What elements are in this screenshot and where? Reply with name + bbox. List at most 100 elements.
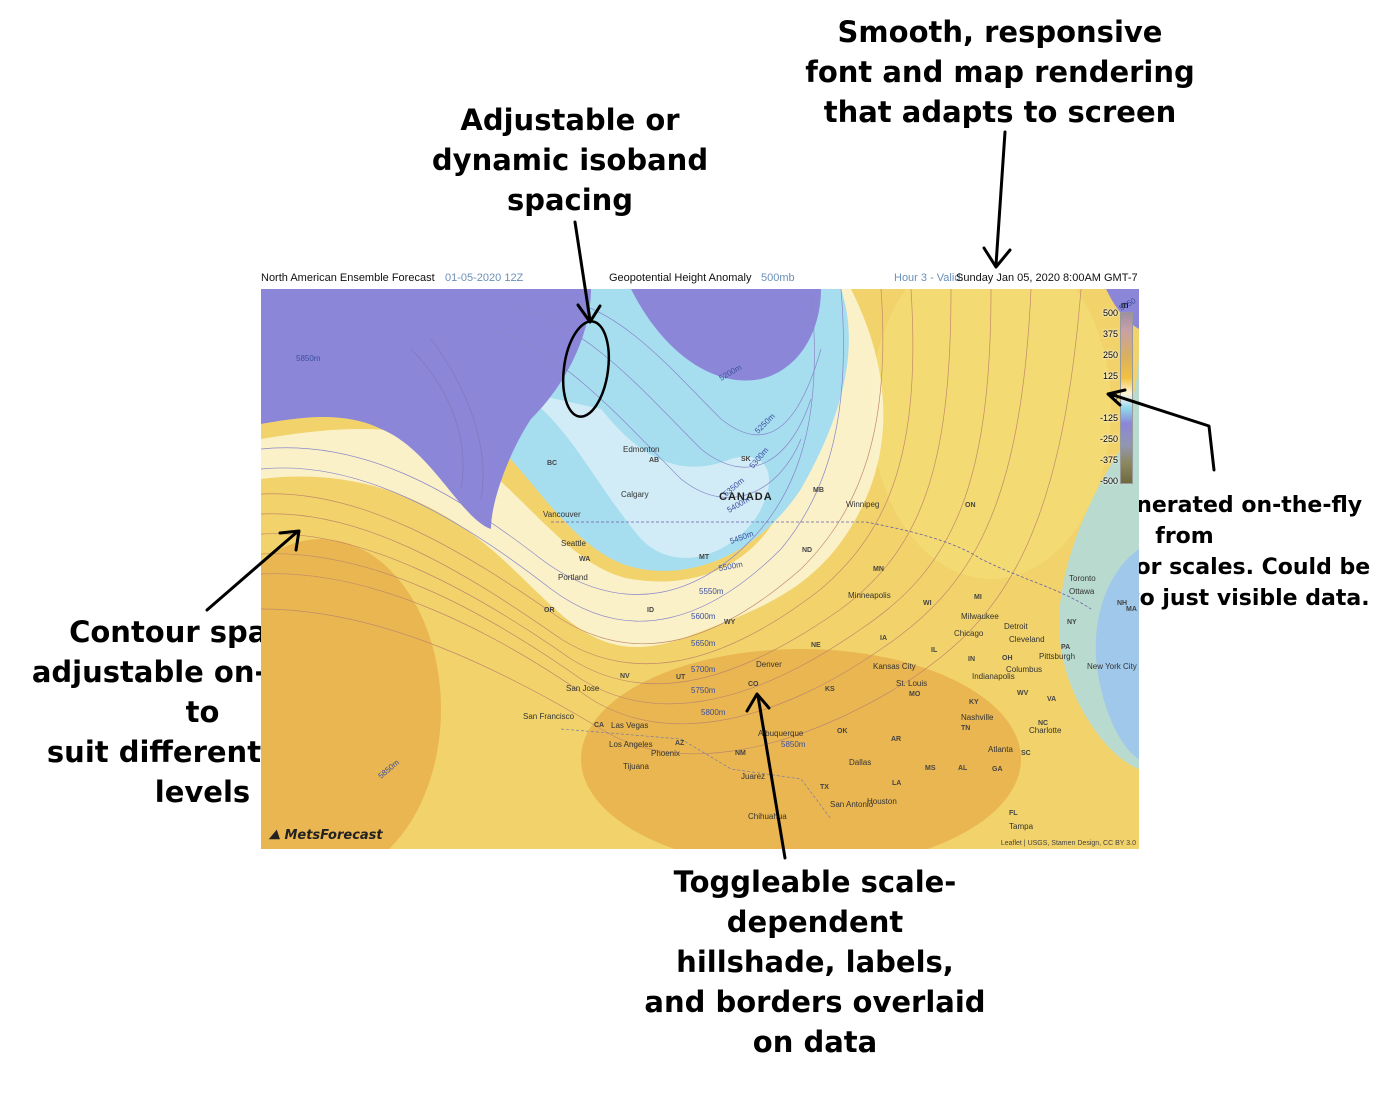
city-label: Denver: [756, 660, 782, 669]
region-label: WA: [579, 556, 590, 563]
legend-color-bar: [1120, 312, 1133, 484]
annotation-line: hillshade, labels,: [676, 945, 954, 979]
annotation-line: dependent: [726, 905, 904, 939]
anomaly-core-northeast: [871, 289, 1111, 579]
city-label: Columbus: [1006, 665, 1042, 674]
region-label: TN: [961, 725, 970, 732]
region-label: SK: [741, 456, 751, 463]
region-label: AR: [891, 736, 901, 743]
city-label: San Francisco: [523, 712, 575, 721]
color-legend: m 500 375 250 125 0 -125 -250 -375 -500: [1090, 300, 1133, 490]
forecast-hour: Hour 3 - Valid:: [894, 272, 964, 284]
region-label: ON: [965, 502, 976, 509]
contour-label: 5600m: [691, 612, 716, 621]
legend-tick: -125: [1099, 413, 1118, 423]
region-label: CA: [594, 722, 604, 729]
city-label: Dallas: [849, 758, 871, 767]
region-label: BC: [547, 460, 557, 467]
city-label: Atlanta: [988, 745, 1013, 754]
annotation-line: that adapts to screen: [823, 95, 1177, 129]
region-label: NY: [1067, 619, 1077, 626]
city-label: Minneapolis: [848, 591, 891, 600]
annotation-line: font and map rendering: [805, 55, 1195, 89]
legend-tick: 250: [1102, 350, 1118, 360]
region-label: MO: [909, 691, 921, 698]
annotation-line: Toggleable scale-: [673, 865, 957, 899]
region-label: KS: [825, 686, 835, 693]
map-view[interactable]: CANADA 5200m 5250m 5300m 5350m 5400m 545…: [261, 289, 1139, 849]
region-label: SC: [1021, 750, 1031, 757]
city-label: Nashville: [961, 713, 994, 722]
region-label: CO: [748, 681, 759, 688]
contour-label: 5850m: [296, 354, 321, 363]
region-label: KY: [969, 699, 979, 706]
city-label: Seattle: [561, 539, 586, 548]
city-label: Charlotte: [1029, 726, 1062, 735]
city-label: Chihuahua: [748, 812, 787, 821]
annotation-line: spacing: [506, 183, 634, 217]
contour-label: 5700m: [691, 665, 716, 674]
region-label: AL: [958, 765, 968, 772]
annotation-hillshade: Toggleable scale- dependent hillshade, l…: [640, 862, 990, 1062]
region-label: MA: [1126, 606, 1137, 613]
contour-label: 5850m: [781, 740, 806, 749]
legend-tick: 375: [1102, 329, 1118, 339]
city-label: Phoenix: [651, 749, 680, 758]
city-label: Portland: [558, 573, 588, 582]
region-label: UT: [676, 674, 686, 681]
region-label: VA: [1047, 696, 1056, 703]
map-canvas[interactable]: CANADA 5200m 5250m 5300m 5350m 5400m 545…: [261, 289, 1139, 849]
region-label: NM: [735, 750, 746, 757]
city-label: Albuquerque: [758, 729, 804, 738]
region-label: MN: [873, 566, 884, 573]
city-label: Houston: [867, 797, 897, 806]
annotation-rendering: Smooth, responsive font and map renderin…: [800, 12, 1200, 132]
anomaly-trough-pale: [511, 389, 770, 558]
map-attribution[interactable]: Leaflet | USGS, Stamen Design, CC BY 3.0: [1000, 840, 1136, 847]
city-label: Kansas City: [873, 662, 916, 671]
region-label: AZ: [675, 740, 685, 747]
region-label: WV: [1017, 690, 1029, 697]
arrow-rendering: [982, 130, 1012, 269]
legend-tick: -375: [1099, 455, 1118, 465]
annotation-line: and borders overlaid: [644, 985, 986, 1019]
logo-icon: ⛰: [269, 828, 280, 843]
region-label: IN: [968, 656, 975, 663]
city-label: Ottawa: [1069, 587, 1095, 596]
region-label: NH: [1117, 600, 1127, 607]
city-label: Edmonton: [623, 445, 659, 454]
anomaly-low-west: [261, 289, 591, 529]
city-label: Tijuana: [623, 762, 649, 771]
city-label: Los Angeles: [609, 740, 653, 749]
city-label: Winnipeg: [846, 500, 879, 509]
city-label: Tampa: [1009, 822, 1034, 831]
annotation-line: Adjustable or: [460, 103, 680, 137]
city-label: Indianapolis: [972, 672, 1015, 681]
hillshade-relief: [410, 338, 484, 500]
city-label: Toronto: [1069, 574, 1096, 583]
contour-label: 5750m: [691, 686, 716, 695]
region-label: MI: [974, 594, 982, 601]
annotation-line: dynamic isoband: [431, 143, 709, 177]
region-label: WY: [724, 619, 736, 626]
border-us-mexico: [560, 728, 832, 820]
region-label: PA: [1061, 644, 1070, 651]
map-header: North American Ensemble Forecast 01-05-2…: [261, 270, 1139, 288]
anomaly-core-south: [581, 649, 1021, 849]
city-label: Cleveland: [1009, 635, 1045, 644]
legend-unit: m: [1121, 300, 1129, 310]
region-label: MB: [813, 487, 824, 494]
region-label: NE: [811, 642, 821, 649]
variable-name: Geopotential Height Anomaly: [609, 272, 752, 284]
anomaly-core-pacific: [261, 539, 441, 849]
city-label: San Jose: [566, 684, 600, 693]
region-label: IA: [880, 635, 887, 642]
city-label: San Antonio: [830, 800, 874, 809]
region-label: OK: [837, 728, 848, 735]
region-label: WI: [923, 600, 932, 607]
region-label: FL: [1009, 810, 1018, 817]
anomaly-low-north: [631, 289, 821, 381]
region-label: ND: [802, 547, 812, 554]
level-name: 500mb: [761, 272, 795, 284]
region-label: OH: [1002, 655, 1013, 662]
